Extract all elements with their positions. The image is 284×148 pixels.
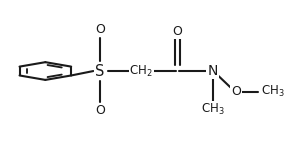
Text: O: O [231, 85, 241, 98]
Text: O: O [95, 104, 105, 118]
Text: O: O [173, 25, 183, 38]
Text: O: O [95, 23, 105, 36]
Text: CH$_3$: CH$_3$ [201, 102, 224, 117]
Text: S: S [95, 63, 105, 79]
Text: CH$_3$: CH$_3$ [260, 84, 284, 99]
Text: CH$_2$: CH$_2$ [130, 63, 153, 79]
Text: N: N [207, 64, 218, 78]
